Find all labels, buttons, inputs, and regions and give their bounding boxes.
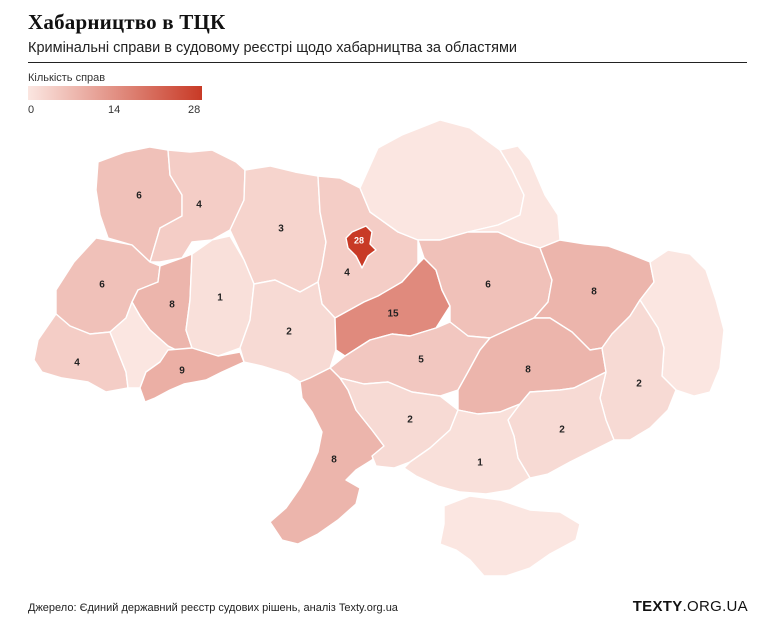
label-khmelnytskyi: 1	[217, 293, 223, 304]
region-rivne[interactable]	[149, 149, 246, 263]
legend-color-ramp	[28, 86, 202, 100]
legend-tick-min: 0	[28, 104, 35, 116]
source-note: Джерело: Єдиний державний реєстр судових…	[28, 602, 398, 614]
region-chernihiv[interactable]	[359, 119, 525, 241]
label-poltava: 6	[485, 280, 491, 291]
label-zakarpattia: 4	[74, 358, 80, 369]
label-lviv: 6	[99, 280, 105, 291]
legend-tick-mid: 14	[108, 104, 121, 116]
region-zakarpattia[interactable]	[33, 313, 129, 393]
label-volyn: 6	[136, 191, 142, 202]
region-kherson[interactable]	[403, 403, 531, 495]
label-kyiv-city: 28	[354, 235, 364, 245]
label-ternopil: 8	[169, 300, 175, 311]
label-chernivtsi: 9	[179, 366, 185, 377]
label-kyiv-oblast: 4	[344, 268, 350, 279]
label-cherkasy: 15	[387, 309, 399, 320]
label-dnipropetrovsk: 8	[525, 365, 531, 376]
chart-title: Хабарництво в ТЦК	[28, 10, 226, 34]
label-kirovohrad: 5	[418, 355, 424, 366]
label-odesa: 8	[331, 455, 337, 466]
label-kherson: 1	[477, 458, 483, 469]
label-mykolaiv: 2	[407, 415, 413, 426]
label-vinnytsia: 2	[286, 327, 292, 338]
label-zhytomyr: 3	[278, 224, 284, 235]
label-donetsk: 2	[636, 379, 642, 390]
legend-tick-max: 28	[188, 104, 201, 116]
label-zaporizhzhia: 2	[559, 425, 565, 436]
legend-label: Кількість справ	[28, 72, 106, 84]
region-kyiv-city[interactable]	[345, 225, 377, 269]
brand-text-bold: TEXTY	[632, 598, 683, 615]
chart-subtitle: Кримінальні справи в судовому реєстрі що…	[28, 40, 518, 56]
brand-logo[interactable]: TEXTY.ORG.UA	[633, 598, 748, 615]
label-rivne: 4	[196, 200, 202, 211]
region-chernivtsi[interactable]	[139, 347, 245, 403]
region-crimea[interactable]	[439, 495, 581, 577]
brand-text-light: .ORG.UA	[682, 598, 748, 615]
title-divider	[28, 62, 747, 63]
label-kharkiv: 8	[591, 287, 597, 298]
